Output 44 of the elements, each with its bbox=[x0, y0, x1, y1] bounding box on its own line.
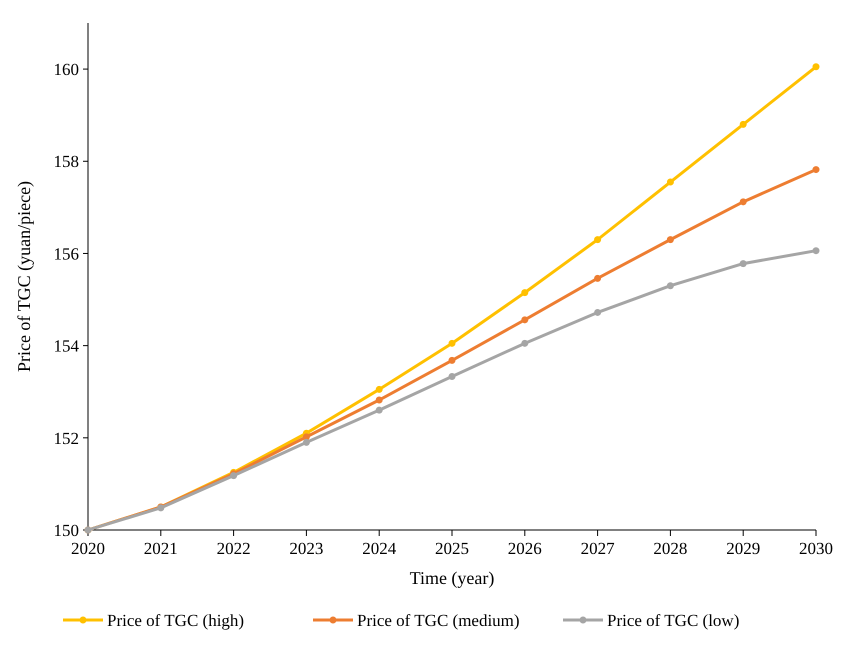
point bbox=[594, 308, 602, 316]
x-tick-label: 2029 bbox=[726, 539, 760, 558]
x-tick-label: 2026 bbox=[508, 539, 542, 558]
y-tick-label: 152 bbox=[54, 428, 79, 448]
y-tick-label: 150 bbox=[54, 520, 79, 540]
point bbox=[740, 198, 747, 206]
point bbox=[666, 236, 674, 244]
point bbox=[521, 289, 528, 296]
point bbox=[302, 438, 310, 446]
y-tick-label: 160 bbox=[54, 60, 79, 80]
point bbox=[521, 316, 528, 324]
point bbox=[594, 236, 602, 244]
x-tick-label: 2023 bbox=[289, 539, 324, 558]
point bbox=[448, 356, 456, 364]
y-tick-label: 154 bbox=[54, 336, 80, 356]
x-axis-title: Time (year) bbox=[410, 568, 494, 588]
legend-label: Price of TGC (low) bbox=[607, 610, 740, 630]
legend-label: Price of TGC (medium) bbox=[357, 610, 520, 630]
legend-label: Price of TGC (high) bbox=[107, 610, 244, 630]
point bbox=[376, 396, 383, 404]
point bbox=[812, 63, 820, 70]
point bbox=[376, 406, 383, 414]
x-tick-label: 2021 bbox=[144, 539, 178, 558]
point bbox=[812, 166, 820, 174]
point bbox=[521, 340, 528, 347]
x-tick-label: 2024 bbox=[362, 539, 397, 558]
x-tick-label: 2028 bbox=[653, 539, 688, 558]
point bbox=[740, 120, 747, 128]
y-tick-label: 156 bbox=[54, 244, 79, 264]
point bbox=[448, 373, 456, 380]
point bbox=[812, 247, 820, 254]
point bbox=[666, 282, 674, 290]
x-tick-label: 2030 bbox=[799, 539, 833, 558]
x-tick-label: 2025 bbox=[435, 539, 469, 558]
x-tick-label: 2027 bbox=[580, 539, 616, 558]
point bbox=[666, 178, 674, 186]
y-axis-title: Price of TGC (yuan/piece) bbox=[14, 180, 34, 372]
y-tick-label: 158 bbox=[54, 152, 79, 172]
point bbox=[376, 386, 383, 393]
point bbox=[740, 260, 747, 268]
point bbox=[448, 340, 456, 347]
point bbox=[594, 274, 602, 282]
x-tick-label: 2022 bbox=[216, 539, 251, 558]
x-tick-label: 2020 bbox=[71, 539, 105, 558]
